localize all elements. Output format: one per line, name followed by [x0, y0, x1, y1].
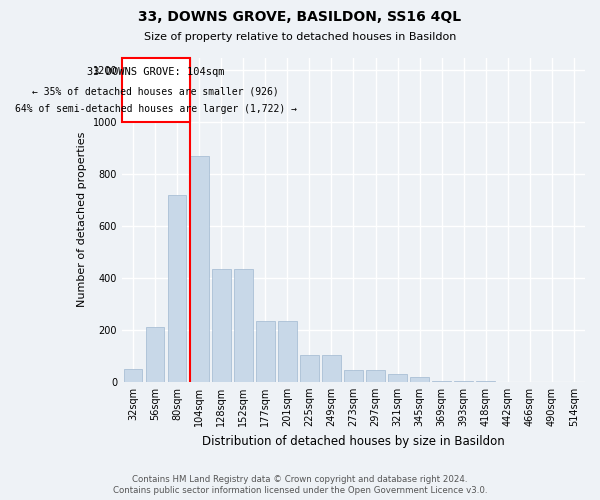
- Bar: [124, 369, 142, 382]
- Text: 33, DOWNS GROVE, BASILDON, SS16 4QL: 33, DOWNS GROVE, BASILDON, SS16 4QL: [139, 10, 461, 24]
- Text: 64% of semi-detached houses are larger (1,722) →: 64% of semi-detached houses are larger (…: [15, 104, 297, 114]
- Bar: [366, 370, 385, 382]
- Bar: [234, 269, 253, 382]
- Text: Contains public sector information licensed under the Open Government Licence v3: Contains public sector information licen…: [113, 486, 487, 495]
- Y-axis label: Number of detached properties: Number of detached properties: [77, 132, 87, 308]
- Bar: [433, 380, 451, 382]
- Bar: [256, 321, 275, 382]
- Bar: [278, 321, 296, 382]
- Bar: [146, 328, 164, 382]
- Bar: [190, 156, 209, 382]
- Bar: [454, 380, 473, 382]
- Bar: [212, 269, 230, 382]
- Bar: [168, 195, 187, 382]
- Bar: [476, 381, 495, 382]
- Bar: [388, 374, 407, 382]
- Bar: [410, 376, 429, 382]
- Text: Size of property relative to detached houses in Basildon: Size of property relative to detached ho…: [144, 32, 456, 42]
- Bar: [322, 354, 341, 382]
- Text: Contains HM Land Registry data © Crown copyright and database right 2024.: Contains HM Land Registry data © Crown c…: [132, 475, 468, 484]
- Bar: [344, 370, 363, 382]
- FancyBboxPatch shape: [122, 58, 190, 122]
- Bar: [300, 354, 319, 382]
- X-axis label: Distribution of detached houses by size in Basildon: Distribution of detached houses by size …: [202, 434, 505, 448]
- Text: ← 35% of detached houses are smaller (926): ← 35% of detached houses are smaller (92…: [32, 86, 279, 97]
- Text: 33 DOWNS GROVE: 104sqm: 33 DOWNS GROVE: 104sqm: [87, 67, 224, 77]
